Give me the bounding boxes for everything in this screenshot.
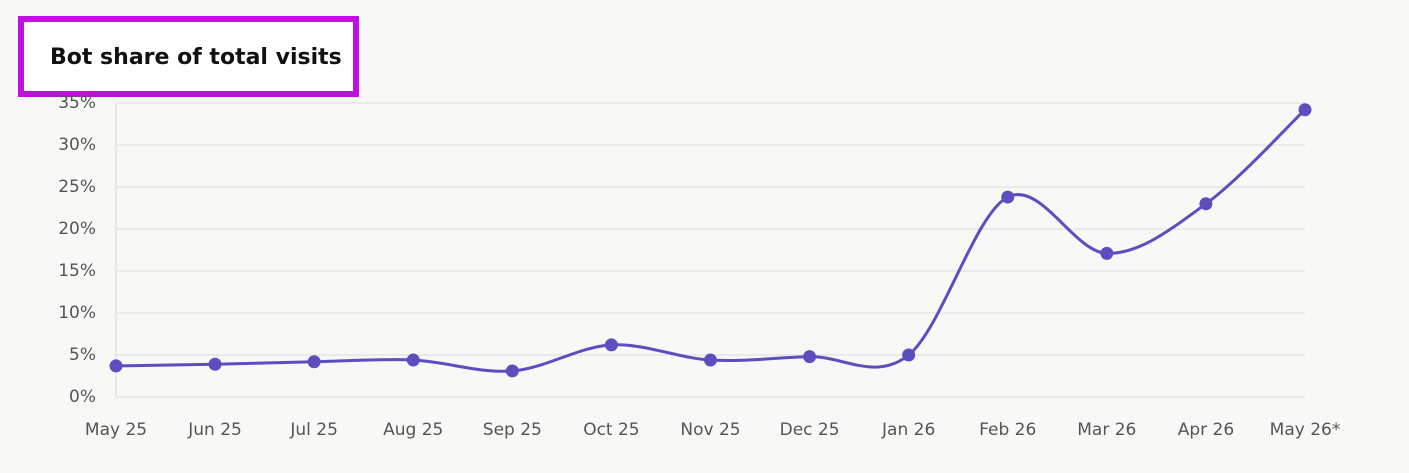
x-tick-label: Apr 26 <box>1178 420 1234 440</box>
chart-title: Bot share of total visits <box>50 45 342 70</box>
x-tick-label: Jul 25 <box>289 420 338 440</box>
x-tick-label: Sep 25 <box>483 420 542 440</box>
data-point <box>1100 246 1114 260</box>
data-point <box>1001 190 1015 204</box>
data-point <box>1199 197 1213 211</box>
y-tick-label: 25% <box>58 177 96 197</box>
y-tick-label: 5% <box>69 345 96 365</box>
data-point <box>505 364 519 378</box>
x-tick-label: May 25 <box>85 420 147 440</box>
data-point <box>704 353 717 367</box>
data-point <box>208 357 222 371</box>
x-tick-label: Feb 26 <box>979 420 1036 440</box>
data-point <box>1298 103 1312 117</box>
x-tick-label: Oct 25 <box>583 420 639 440</box>
title-box <box>18 16 359 97</box>
x-tick-label: Dec 25 <box>780 420 840 440</box>
x-tick-label: May 26* <box>1270 420 1341 440</box>
x-tick-label: Aug 25 <box>383 420 443 440</box>
y-tick-label: 15% <box>58 261 96 281</box>
data-point <box>109 359 123 373</box>
data-point <box>406 353 420 367</box>
y-tick-label: 35% <box>58 93 96 113</box>
x-tick-label: Nov 25 <box>680 420 740 440</box>
data-point <box>307 355 321 369</box>
y-tick-label: 20% <box>58 219 96 239</box>
data-point <box>803 350 817 364</box>
x-tick-label: Jan 26 <box>881 420 935 440</box>
data-point <box>604 338 618 352</box>
data-point <box>902 348 916 362</box>
y-tick-label: 0% <box>69 387 96 407</box>
y-tick-label: 10% <box>58 303 96 323</box>
x-tick-label: Mar 26 <box>1077 420 1136 440</box>
y-tick-label: 30% <box>58 135 96 155</box>
x-tick-label: Jun 25 <box>187 420 242 440</box>
